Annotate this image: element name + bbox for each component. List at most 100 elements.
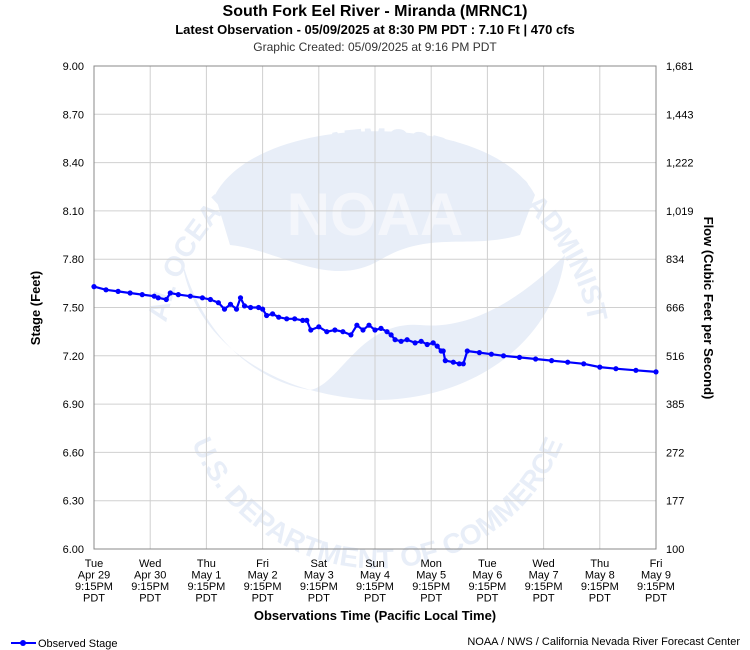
data-point [292,316,298,322]
data-point [308,327,314,333]
data-point [151,293,157,299]
data-point [332,327,338,333]
data-point [613,366,619,372]
data-point [500,353,507,359]
data-point [450,359,456,365]
data-point [270,311,276,317]
data-point [241,303,248,309]
data-point [442,358,448,364]
data-point [187,293,193,299]
data-point [464,348,470,354]
data-point [440,348,446,354]
y2-tick-label: 1,222 [666,158,694,170]
data-point [233,306,240,312]
y-tick-label: 7.80 [63,254,84,266]
legend-marker [20,640,26,646]
data-point [516,354,523,360]
x-tick-label: Thu May 8 9:15PM PDT [581,558,619,605]
x-tick-label: Fri May 2 9:15PM PDT [244,558,282,605]
data-point [103,287,109,293]
data-point [653,369,659,375]
x-tick-label: Sat May 3 9:15PM PDT [300,558,338,605]
data-point [581,361,587,367]
x-tick-label: Tue Apr 29 9:15PM PDT [75,558,113,605]
data-point [378,325,384,331]
y-tick-label: 7.50 [63,303,84,315]
data-point [388,332,394,338]
data-point [167,290,173,296]
data-point [372,327,378,333]
y-tick-label: 6.00 [63,544,84,556]
y2-tick-label: 1,019 [666,206,694,218]
data-point [404,337,410,343]
y2-tick-label: 272 [666,447,684,459]
data-point [460,361,466,367]
y-tick-label: 8.40 [63,158,84,170]
data-point [276,314,282,320]
credit-text: NOAA / NWS / California Nevada River For… [467,636,740,648]
data-point [354,322,360,328]
data-point [248,304,254,311]
x-tick-label: Sun May 4 9:15PM PDT [356,558,394,605]
y-tick-label: 6.30 [63,496,84,508]
data-point [155,295,161,301]
data-point [115,288,121,294]
data-point [488,351,494,357]
grid-lines [93,65,657,550]
data-point [256,304,262,311]
y-tick-label: 8.10 [63,206,84,218]
y-tick-label: 6.60 [63,447,84,459]
data-point [304,317,310,323]
data-point [260,306,266,312]
x-tick-label: Fri May 9 9:15PM PDT [637,558,675,605]
data-point [300,317,306,323]
y-tick-label: 8.70 [63,109,84,121]
data-point [175,292,181,298]
y2-tick-label: 834 [666,254,684,266]
data-point [434,343,440,349]
data-point [215,300,221,306]
data-point [237,295,244,301]
x-tick-label: Wed Apr 30 9:15PM PDT [131,558,169,605]
y-axis-title: Stage (Feet) [28,271,43,345]
series-group [91,284,659,375]
y2-tick-label: 177 [666,496,684,508]
y2-tick-label: 385 [666,399,684,411]
data-point [418,338,424,344]
data-point [424,341,430,348]
data-point [127,290,133,296]
watermark-ring-bottom: U.S. DEPARTMENT OF COMMERCE [186,432,569,574]
y2-tick-label: 1,681 [666,61,694,73]
y2-tick-label: 1,443 [666,109,694,121]
data-point [324,329,330,335]
data-point [316,324,322,330]
y-tick-label: 9.00 [63,61,84,73]
data-point [392,337,398,343]
x-tick-label: Mon May 5 9:15PM PDT [412,558,450,605]
x-axis-title: Observations Time (Pacific Local Time) [254,608,496,623]
data-point [348,332,354,338]
data-point [340,329,346,335]
x-tick-label: Wed May 7 9:15PM PDT [525,558,563,605]
data-point [597,364,603,370]
y2-axis-title: Flow (Cubic Feet per Second) [701,217,716,400]
data-point [549,358,555,364]
chart-title: South Fork Eel River - Miranda (MRNC1) [223,3,528,20]
data-point [284,316,290,322]
x-axis-ticks: Tue Apr 29 9:15PM PDT Wed Apr 30 9:15PM PDT Thu M… [75,558,675,605]
plot-frame [93,65,657,550]
chart-created-text: Graphic Created: 05/09/2025 at 9:16 PM P… [253,40,497,54]
x-tick-label: Tue May 6 9:15PM PDT [468,558,506,605]
y2-axis-ticks: 1,681 1,443 1,222 1,019 834 666 516 385 272 177 10… [666,61,694,556]
data-point [264,312,270,319]
data-point [139,292,145,298]
x-tick-label: Thu May 1 9:15PM PDT [187,558,225,605]
data-point [227,301,234,307]
data-point [207,296,213,303]
data-point [633,367,639,373]
y-tick-label: 7.20 [63,351,84,363]
chart-subtitle: Latest Observation - 05/09/2025 at 8:30 … [175,22,575,37]
data-point [91,284,97,290]
data-point [398,338,404,344]
data-point [456,361,462,367]
